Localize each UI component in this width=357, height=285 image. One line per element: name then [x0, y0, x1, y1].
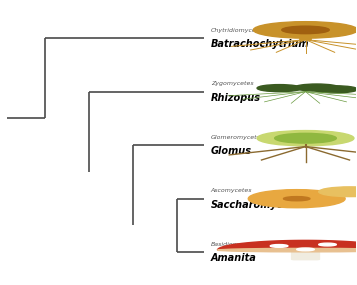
- Ellipse shape: [248, 190, 345, 208]
- Text: Basidiomycetes: Basidiomycetes: [211, 242, 260, 247]
- Circle shape: [257, 131, 354, 146]
- Circle shape: [313, 86, 357, 93]
- Ellipse shape: [217, 248, 357, 252]
- Circle shape: [275, 133, 336, 143]
- Text: Glomeromycetes: Glomeromycetes: [211, 135, 265, 140]
- Circle shape: [270, 245, 288, 247]
- Text: Batrachochytrium: Batrachochytrium: [211, 39, 309, 49]
- Text: Ascomycetes: Ascomycetes: [211, 188, 252, 193]
- Circle shape: [283, 197, 310, 201]
- Circle shape: [253, 22, 357, 38]
- FancyBboxPatch shape: [292, 250, 320, 260]
- Circle shape: [257, 85, 302, 92]
- Circle shape: [319, 243, 336, 246]
- Circle shape: [282, 26, 329, 34]
- Circle shape: [297, 248, 314, 251]
- FancyBboxPatch shape: [300, 29, 311, 40]
- Circle shape: [294, 84, 339, 91]
- Ellipse shape: [319, 187, 357, 197]
- Text: Saccharomyces: Saccharomyces: [211, 200, 296, 210]
- Text: Zygomycetes: Zygomycetes: [211, 81, 253, 86]
- Text: Rhizopus: Rhizopus: [211, 93, 261, 103]
- Text: Chytridiomycetes: Chytridiomycetes: [211, 28, 266, 33]
- Text: Glomus: Glomus: [211, 146, 252, 156]
- Text: Amanita: Amanita: [211, 253, 257, 263]
- Polygon shape: [217, 240, 357, 250]
